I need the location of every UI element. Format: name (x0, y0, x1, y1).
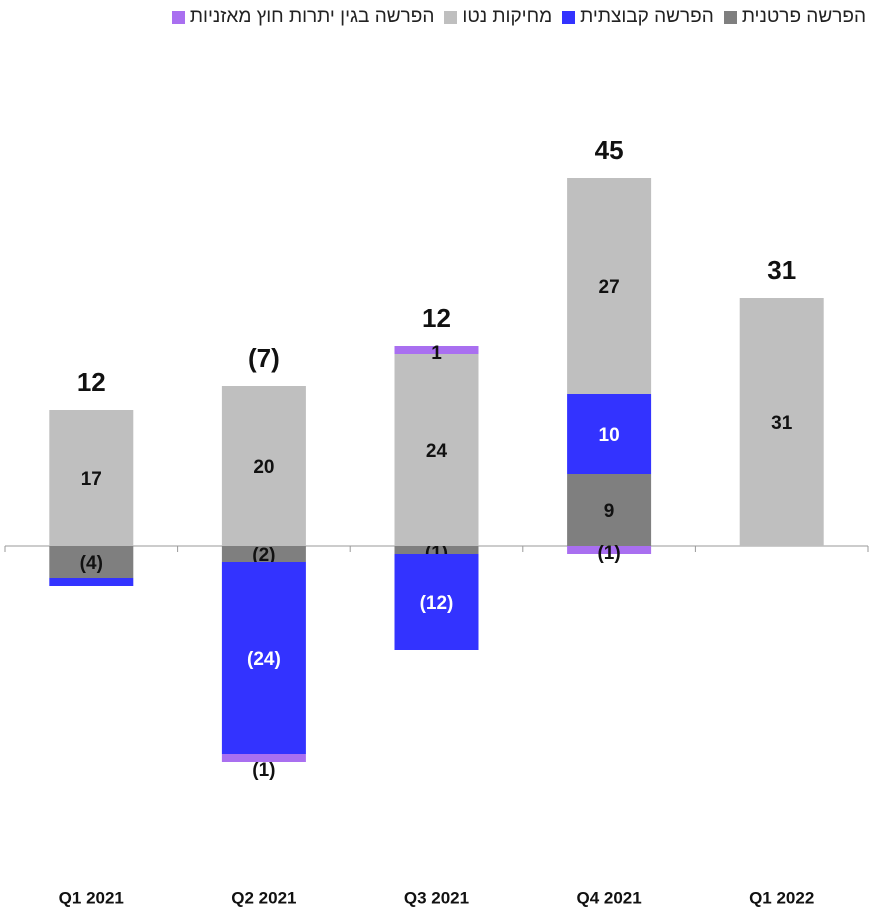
data-label: 1 (431, 343, 442, 364)
bar-segment (567, 546, 652, 554)
data-label: (24) (247, 649, 281, 670)
data-label: 31 (771, 413, 793, 434)
data-label: (4) (80, 553, 103, 574)
bar-segment (221, 386, 306, 546)
total-label: (7) (248, 343, 280, 373)
bar-segment (394, 546, 479, 554)
legend-item: הפרשה פרטנית (723, 6, 866, 28)
bar-segment (394, 354, 479, 546)
data-label: 27 (599, 277, 620, 298)
data-label: 20 (253, 457, 274, 478)
bar-segment (567, 178, 652, 394)
legend-item: מחיקות נטו (444, 6, 552, 28)
data-label: (1) (597, 543, 620, 564)
x-tick-label: Q4 2021 (576, 888, 641, 907)
bar-segment (221, 546, 306, 562)
bar-segment (49, 578, 134, 586)
bar-segment (221, 754, 306, 762)
legend-label: הפרשה קבוצתית (580, 6, 714, 27)
bar-segment (394, 346, 479, 354)
bar-segment (567, 394, 652, 474)
bar-segment (221, 562, 306, 754)
legend-item: הפרשה בגין יתרות חוץ מאזניות (171, 6, 435, 28)
legend-label: מחיקות נטו (462, 6, 553, 27)
data-label: (12) (420, 593, 454, 614)
data-label: 10 (599, 425, 620, 446)
data-label: 9 (604, 501, 615, 522)
bar-segment (739, 298, 824, 546)
x-tick-label: Q1 2022 (749, 888, 814, 907)
bar-segment (567, 474, 652, 546)
x-tick-label: Q1 2021 (59, 888, 124, 907)
bar-segment (49, 410, 134, 546)
data-label: (1) (80, 584, 103, 605)
x-tick-label: Q2 2021 (231, 888, 296, 907)
legend-label: הפרשה בגין יתרות חוץ מאזניות (189, 6, 435, 27)
total-label: 45 (595, 135, 624, 165)
total-label: 12 (422, 303, 451, 333)
legend-swatch (444, 10, 458, 24)
total-label: 12 (77, 367, 106, 397)
total-label: 31 (767, 255, 796, 285)
legend-label: הפרשה פרטנית (741, 6, 866, 27)
data-label: 17 (81, 469, 102, 490)
data-label: 24 (426, 441, 448, 462)
legend-swatch (723, 10, 737, 24)
bar-segment (394, 554, 479, 650)
legend-swatch (171, 10, 185, 24)
legend: הפרשה פרטנית הפרשה קבוצתית מחיקות נטו הפרשה… (0, 6, 866, 28)
x-tick-label: Q3 2021 (404, 888, 469, 907)
legend-item: הפרשה קבוצתית (562, 6, 714, 28)
data-label: (2) (252, 545, 275, 566)
legend-swatch (562, 10, 576, 24)
data-label: (1) (252, 760, 275, 781)
bar-segment (49, 546, 134, 578)
